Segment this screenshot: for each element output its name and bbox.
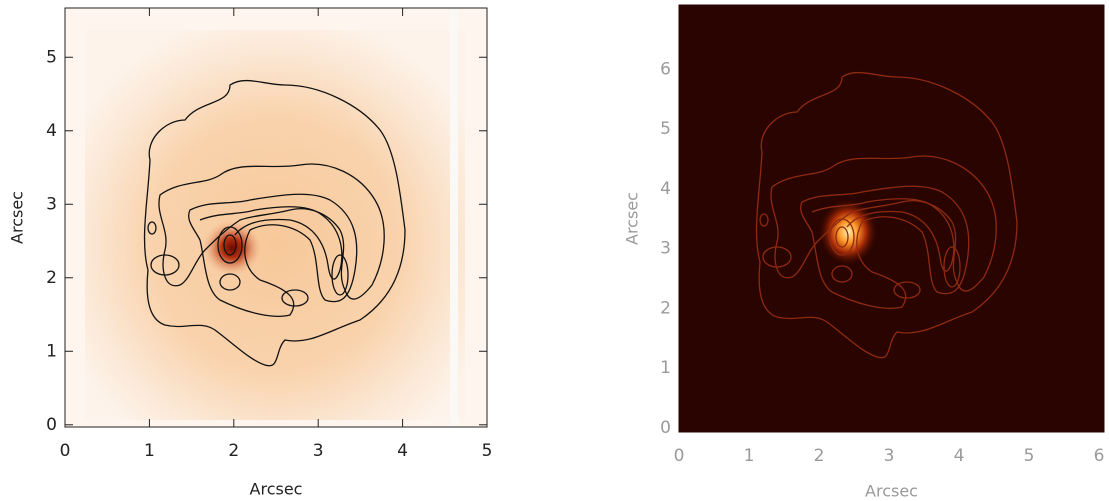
x-tick-label: 0 [674,446,685,466]
y-axis-label: Arcsec [623,192,642,245]
x-tick-label: 5 [1024,446,1035,466]
plot-frame [678,4,1105,433]
x-tick-label: 1 [144,441,155,461]
y-tick-label: 3 [660,239,671,259]
x-tick-label: 3 [313,441,324,461]
y-tick-label: 6 [660,59,671,79]
y-tick-label: 5 [46,47,57,67]
x-tick-label: 2 [228,441,239,461]
plot-frame [64,7,488,428]
x-tick-label: 4 [397,441,408,461]
x-axis-label: Arcsec [865,482,918,501]
left-image [65,8,487,427]
x-tick-label: 6 [1094,446,1105,466]
y-axis-label: Arcsec [8,191,27,244]
x-axis-label: Arcsec [250,480,303,499]
x-tick-label: 1 [744,446,755,466]
x-tick-label: 0 [60,441,71,461]
y-tick-label: 2 [660,298,671,318]
right-image [679,5,1104,432]
y-tick-label: 3 [46,194,57,214]
x-tick-label: 5 [482,441,493,461]
x-tick-label: 2 [814,446,825,466]
y-tick-label: 2 [46,268,57,288]
y-tick-label: 1 [660,358,671,378]
y-tick-label: 4 [46,121,57,141]
x-tick-label: 4 [954,446,965,466]
y-tick-label: 5 [660,119,671,139]
y-tick-label: 4 [660,179,671,199]
y-tick-label: 0 [660,418,671,438]
y-tick-label: 1 [46,341,57,361]
y-tick-label: 0 [46,415,57,435]
x-tick-label: 3 [884,446,895,466]
